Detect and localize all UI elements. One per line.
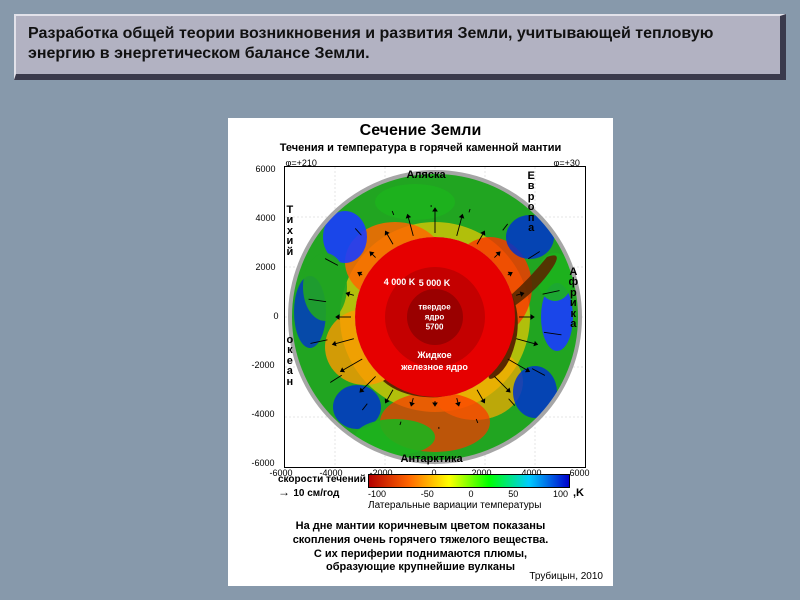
bottom-caption: На дне мантии коричневым цветом показаны…	[228, 520, 613, 575]
colorbar-unit: ,K	[573, 487, 584, 499]
figure-title: Сечение Земли	[228, 122, 613, 140]
label-europe: Европа	[528, 171, 536, 234]
ytick-1: -4000	[252, 409, 275, 419]
label-antarctica: Антарктика	[401, 453, 463, 465]
core-inner-val: 5700	[426, 323, 444, 332]
colorbar-label: Латеральные вариации температуры	[368, 500, 578, 511]
label-africa: Африка	[569, 267, 579, 330]
colorbar-gradient	[368, 474, 570, 488]
ytick-2: -2000	[252, 360, 275, 370]
label-alaska: Аляска	[407, 169, 446, 181]
label-pacific: Тихий	[287, 205, 294, 257]
credit: Трубицын, 2010	[529, 571, 603, 582]
velocity-legend: скорости течений → 10 см/год	[278, 474, 366, 499]
figure-panel: Сечение Земли Течения и температура в го…	[228, 118, 613, 586]
header-text: Разработка общей теории возникновения и …	[28, 25, 713, 62]
figure-subtitle: Течения и температура в горячей каменной…	[228, 142, 613, 154]
core-outer-temp: 4 000 K	[384, 277, 416, 287]
core-liquid-top: Жидкое	[417, 350, 451, 360]
colorbar-ticks: -100 -50 0 50 100	[368, 489, 568, 499]
velocity-line1: скорости течений	[278, 474, 366, 485]
ytick-3: 0	[274, 311, 279, 321]
ytick-6: 6000	[256, 164, 276, 174]
label-ocean: океан	[287, 335, 294, 387]
ytick-5: 4000	[256, 213, 276, 223]
core-inner-top: твердое	[418, 303, 450, 312]
ytick-0: -6000	[252, 458, 275, 468]
core-inner-bot: ядро	[425, 313, 445, 322]
core-liquid-bot: железное ядро	[401, 362, 468, 372]
colorbar: -100 -50 0 50 100 Латеральные вариации т…	[368, 474, 578, 511]
velocity-line2: → 10 см/год	[278, 485, 366, 499]
header-box: Разработка общей теории возникновения и …	[14, 14, 786, 80]
chart-area: φ=+210 φ=+30	[236, 158, 606, 476]
plot-frame: 4 000 K 5 000 K твердое ядро 5700 Жидкое…	[284, 166, 586, 468]
core-middle-temp: 5 000 K	[419, 278, 451, 288]
ytick-4: 2000	[256, 262, 276, 272]
